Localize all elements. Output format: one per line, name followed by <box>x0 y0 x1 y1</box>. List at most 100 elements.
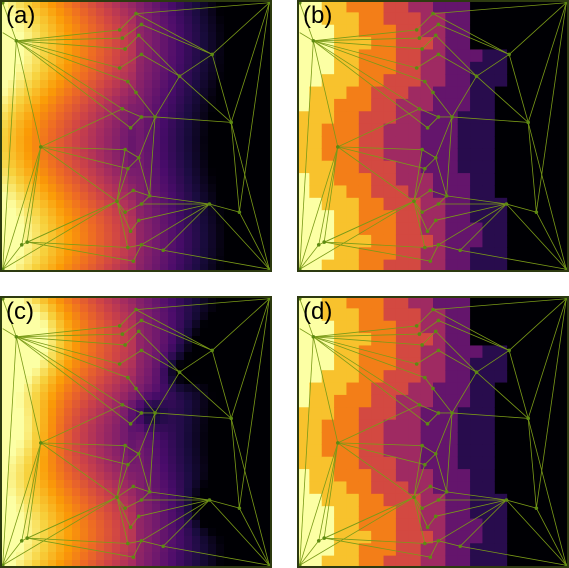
field-cell <box>16 248 25 257</box>
field-cell <box>80 296 89 305</box>
field-cell <box>104 504 113 513</box>
field-cell <box>48 440 57 449</box>
field-cell <box>297 173 310 187</box>
mesh-edge <box>438 350 477 373</box>
field-cell <box>208 464 217 473</box>
field-cell <box>240 432 249 441</box>
field-cell <box>176 464 185 473</box>
mesh-edge <box>209 203 240 213</box>
field-cell <box>120 0 129 9</box>
field-cell <box>556 444 569 458</box>
field-cell <box>88 392 97 401</box>
field-cell <box>120 24 129 33</box>
field-cell <box>152 264 161 272</box>
field-cell <box>144 392 153 401</box>
field-cell <box>32 112 41 121</box>
field-cell <box>56 24 65 33</box>
field-cell <box>112 248 121 257</box>
field-cell <box>56 128 65 137</box>
field-cell <box>16 224 25 233</box>
field-cell <box>408 419 422 433</box>
field-cell <box>0 440 9 449</box>
field-cell <box>40 528 49 537</box>
field-cell <box>160 544 169 553</box>
mesh-node <box>431 307 435 312</box>
field-cell <box>297 456 310 470</box>
mesh-edge <box>130 220 140 232</box>
field-cell <box>16 560 25 568</box>
field-cell <box>358 136 372 149</box>
field-cell <box>64 256 73 265</box>
field-cell <box>264 328 272 337</box>
field-cell <box>395 407 409 421</box>
field-cell <box>24 16 33 25</box>
field-cell <box>383 148 397 162</box>
field-cell <box>232 160 241 169</box>
field-cell <box>264 424 272 433</box>
field-cell <box>152 312 161 321</box>
field-cell <box>88 560 97 568</box>
field-cell <box>264 528 272 537</box>
field-cell <box>48 56 57 65</box>
field-cell <box>8 240 17 249</box>
field-cell <box>507 456 521 470</box>
field-cell <box>176 160 185 169</box>
mesh-edge <box>446 116 453 196</box>
field-cell <box>176 40 185 49</box>
mesh-edge <box>16 29 120 42</box>
field-cell <box>184 512 193 521</box>
field-cell <box>48 24 57 33</box>
field-cell <box>80 128 89 137</box>
field-cell <box>346 419 360 433</box>
field-cell <box>16 352 25 361</box>
mesh-edge <box>432 388 453 414</box>
field-cell <box>128 408 137 417</box>
field-cell <box>88 160 97 169</box>
field-cell <box>346 24 360 38</box>
field-cell <box>248 464 257 473</box>
field-cell <box>184 384 193 393</box>
field-cell <box>112 256 121 265</box>
field-cell <box>408 160 422 174</box>
mesh-edge <box>337 108 420 148</box>
field-cell <box>232 208 241 217</box>
field-cell <box>48 488 57 497</box>
field-cell <box>240 312 249 321</box>
field-cell <box>531 160 545 174</box>
field-cell <box>56 352 65 361</box>
field-cell <box>445 394 459 408</box>
field-cell <box>72 384 81 393</box>
field-cell <box>248 384 257 393</box>
field-cell <box>80 208 89 217</box>
field-cell <box>248 72 257 81</box>
mesh-edge <box>323 146 339 243</box>
mesh-node <box>128 229 133 233</box>
field-cell <box>240 248 249 257</box>
field-cell <box>160 112 169 121</box>
field-cell <box>334 481 348 495</box>
field-cell <box>556 357 569 371</box>
field-cell <box>24 8 33 17</box>
field-cell <box>72 32 81 41</box>
field-cell <box>176 168 185 177</box>
field-cell <box>232 128 241 137</box>
field-cell <box>216 496 225 505</box>
field-cell <box>346 247 360 261</box>
field-cell <box>371 24 385 38</box>
field-cell <box>408 49 422 63</box>
field-cell <box>297 320 310 334</box>
field-cell <box>358 234 372 248</box>
field-cell <box>200 304 209 313</box>
field-cell <box>104 352 113 361</box>
field-cell <box>80 328 89 337</box>
field-cell <box>264 416 272 425</box>
field-cell <box>176 32 185 41</box>
field-cell <box>144 184 153 193</box>
field-cell <box>160 312 169 321</box>
mesh-node <box>19 243 24 247</box>
mesh-edge <box>419 320 439 335</box>
field-cell <box>144 360 153 369</box>
field-cell <box>470 419 484 433</box>
field-cell <box>264 488 272 497</box>
field-cell <box>224 224 233 233</box>
